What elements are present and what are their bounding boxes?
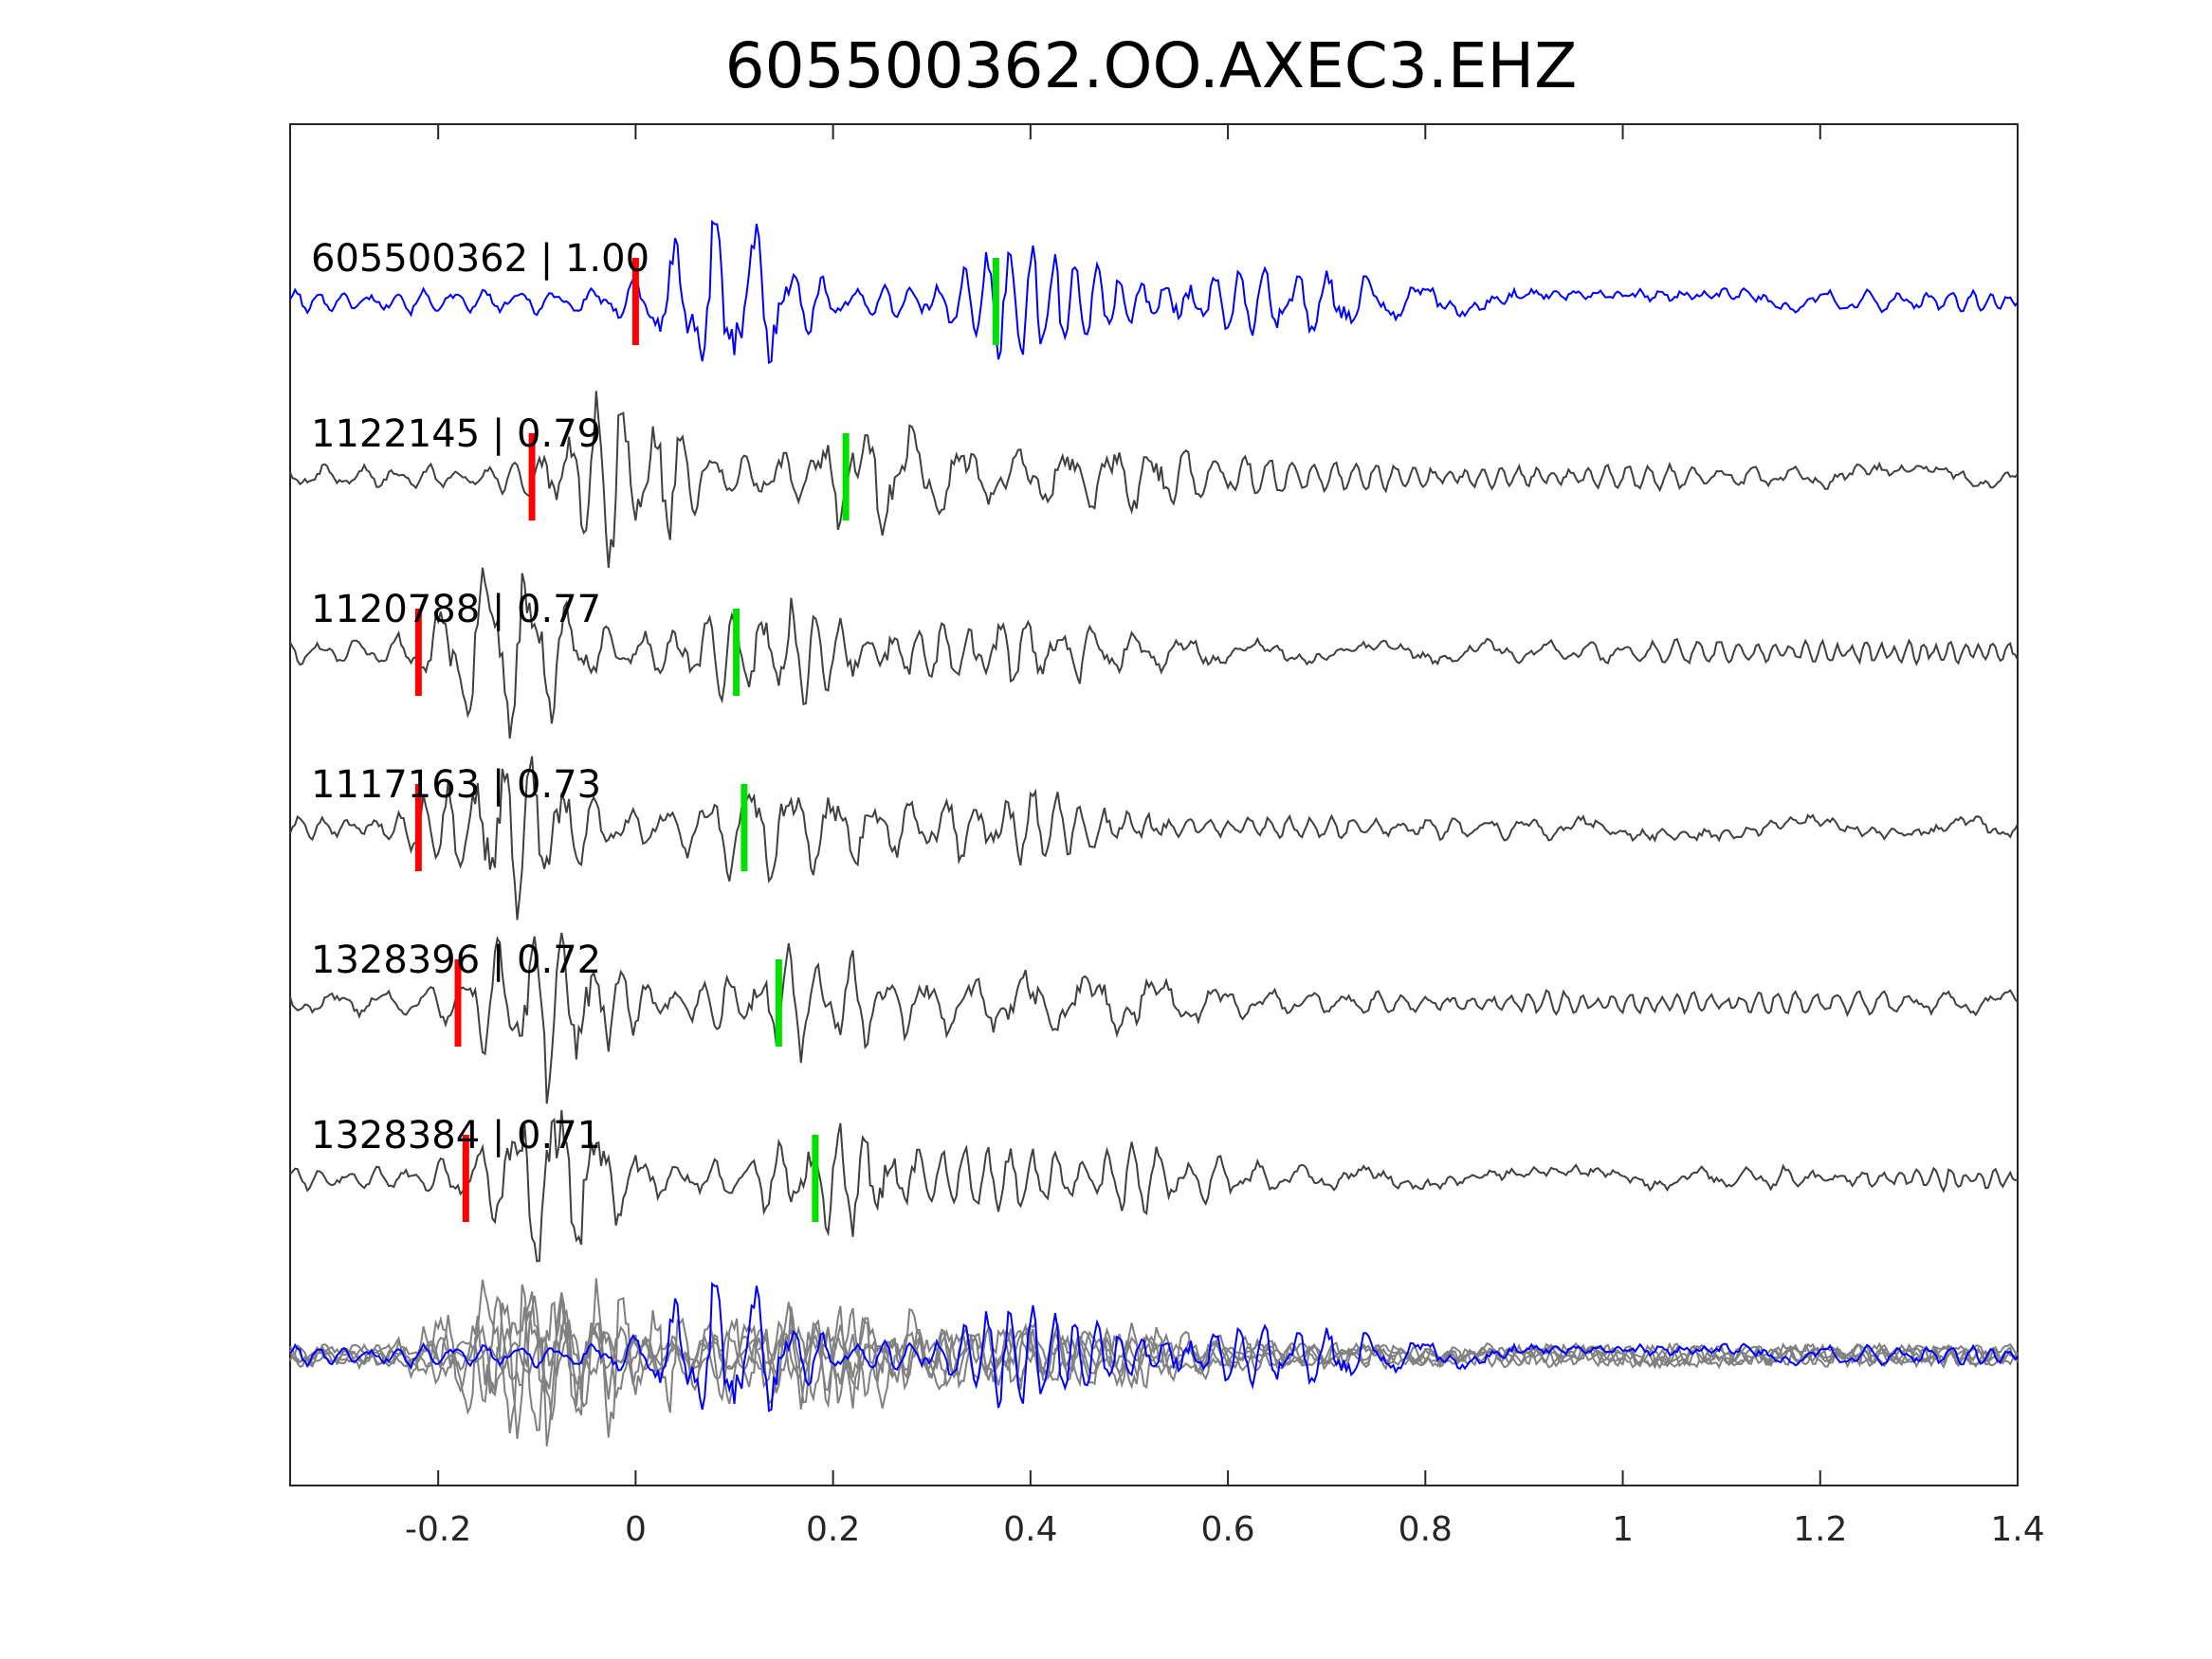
- x-tick-label: -0.2: [405, 1510, 471, 1549]
- overlay-trace-1120788: [289, 1279, 2019, 1434]
- trace-labels-group: 605500362 | 1.00 1122145 | 0.79 1120788 | …: [311, 237, 649, 1158]
- overlay-trace-1328384: [289, 1294, 2019, 1431]
- x-tick-label: 0.6: [1200, 1510, 1254, 1549]
- chart-title: 605500362.OO.AXEC3.EHZ: [725, 29, 1578, 102]
- phase-picks-group: [414, 258, 999, 1222]
- x-tick-label: 1.4: [1990, 1510, 2044, 1549]
- plot-area: [289, 123, 2019, 1486]
- trace-label-1328396: 1328396 | 0.72: [311, 939, 601, 982]
- overlay-trace-605500362: [289, 1282, 2019, 1413]
- x-tick-label: 1: [1612, 1510, 1634, 1549]
- trace-1117163: [289, 756, 2019, 921]
- x-tick-label: 0.4: [1003, 1510, 1057, 1549]
- trace-1328396: [289, 932, 2019, 1104]
- trace-label-1122145: 1122145 | 0.79: [311, 412, 601, 456]
- trace-label-1117163: 1117163 | 0.73: [311, 763, 601, 807]
- x-tick-label: 0.2: [806, 1510, 860, 1549]
- x-axis-ticks: -0.2 0 0.2 0.4 0.6 0.8 1 1.2 1.4: [405, 124, 2045, 1549]
- x-tick-label: 0.8: [1398, 1510, 1453, 1549]
- traces-group: [289, 219, 2019, 1263]
- trace-1122145: [289, 391, 2019, 569]
- trace-1120788: [289, 567, 2019, 739]
- trace-605500362: [289, 219, 2019, 365]
- trace-1328384: [289, 1109, 2019, 1263]
- trace-label-1120788: 1120788 | 0.77: [311, 588, 601, 631]
- overlay-stack-group: [289, 1278, 2019, 1447]
- x-tick-label: 0: [625, 1510, 647, 1549]
- x-tick-label: 1.2: [1793, 1510, 1847, 1549]
- trace-label-1328384: 1328384 | 0.71: [311, 1114, 601, 1158]
- trace-label-605500362: 605500362 | 1.00: [311, 237, 649, 281]
